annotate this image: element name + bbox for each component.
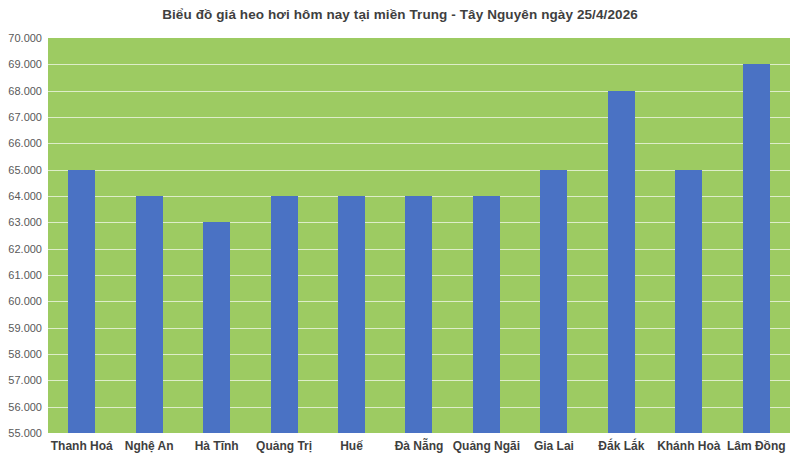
bar	[608, 91, 635, 433]
x-axis-category-label: Thanh Hoá	[48, 439, 115, 453]
y-axis-tick-label: 66.000	[0, 136, 42, 150]
x-axis: Thanh HoáNghệ AnHà TĩnhQuảng TrịHuếĐà Nẵ…	[48, 439, 790, 457]
bar	[136, 196, 163, 433]
bar-column-5	[318, 38, 385, 433]
x-axis-category-label: Khánh Hoà	[655, 439, 722, 453]
y-axis-tick-label: 57.000	[0, 373, 42, 387]
y-axis-tick-label: 65.000	[0, 163, 42, 177]
x-axis-category-label: Hà Tĩnh	[183, 439, 250, 453]
x-axis-category-label: Lâm Đồng	[723, 439, 790, 453]
bar-column-1	[48, 38, 115, 433]
x-axis-category-label: Quảng Ngãi	[453, 439, 520, 453]
y-axis-tick-label: 60.000	[0, 294, 42, 308]
y-axis: 70.000 69.000 68.000 67.000 66.000 65.000 64.0…	[0, 0, 42, 463]
bar-column-8	[520, 38, 587, 433]
y-axis-tick-label: 62.000	[0, 242, 42, 256]
bar-column-3	[183, 38, 250, 433]
bar-column-7	[453, 38, 520, 433]
bar	[540, 170, 567, 433]
bar-column-9	[588, 38, 655, 433]
plot-area	[48, 38, 790, 433]
bar-column-11	[723, 38, 790, 433]
bar	[405, 196, 432, 433]
bar	[675, 170, 702, 433]
y-axis-tick-label: 59.000	[0, 321, 42, 335]
bar	[68, 170, 95, 433]
x-axis-category-label: Gia Lai	[520, 439, 587, 453]
x-axis-category-label: Đắk Lắk	[588, 439, 655, 453]
y-axis-tick-label: 61.000	[0, 268, 42, 282]
bar	[271, 196, 298, 433]
y-axis-tick-label: 68.000	[0, 84, 42, 98]
bar	[203, 222, 230, 433]
bar	[743, 64, 770, 433]
y-axis-tick-label: 63.000	[0, 215, 42, 229]
y-axis-tick-label: 55.000	[0, 426, 42, 440]
y-axis-tick-label: 58.000	[0, 347, 42, 361]
bar-column-2	[115, 38, 182, 433]
y-axis-tick-label: 69.000	[0, 57, 42, 71]
bar-column-10	[655, 38, 722, 433]
x-axis-category-label: Đà Nẵng	[385, 439, 452, 453]
x-axis-category-label: Huế	[318, 439, 385, 453]
pig-price-bar-chart: Biểu đồ giá heo hơi hôm nay tại miền Tru…	[0, 0, 800, 463]
chart-title: Biểu đồ giá heo hơi hôm nay tại miền Tru…	[0, 7, 800, 22]
y-axis-tick-label: 64.000	[0, 189, 42, 203]
bar	[338, 196, 365, 433]
y-axis-tick-label: 67.000	[0, 110, 42, 124]
bar-column-4	[250, 38, 317, 433]
bar	[473, 196, 500, 433]
y-axis-tick-label: 56.000	[0, 400, 42, 414]
y-axis-tick-label: 70.000	[0, 31, 42, 45]
x-axis-category-label: Quảng Trị	[250, 439, 317, 453]
bar-column-6	[385, 38, 452, 433]
x-axis-category-label: Nghệ An	[115, 439, 182, 453]
